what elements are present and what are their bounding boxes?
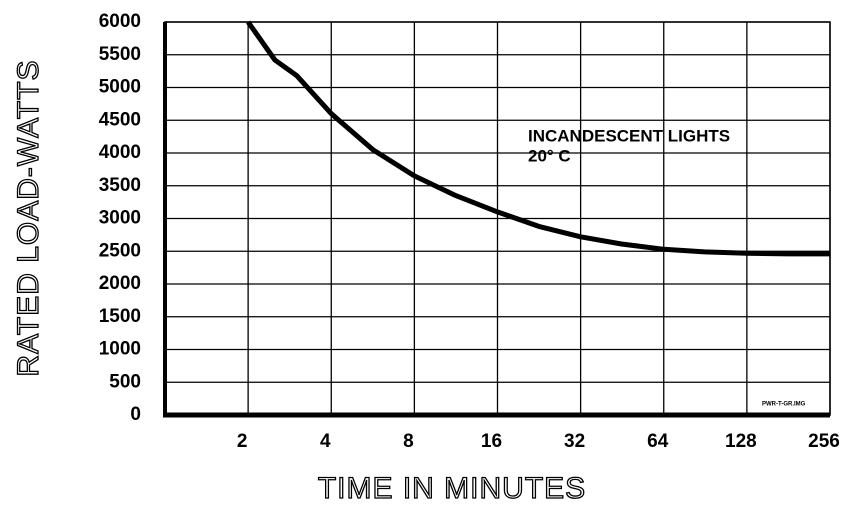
x-axis-title: TIME IN MINUTES <box>318 472 586 505</box>
x-tick-label: 4 <box>320 431 331 452</box>
y-tick-label: 2500 <box>99 240 141 261</box>
y-tick-label: 2000 <box>99 273 141 294</box>
y-tick-label: 4000 <box>99 142 141 163</box>
x-tick-label: 128 <box>725 431 757 452</box>
x-tick-label: 32 <box>564 431 585 452</box>
y-tick-label: 5000 <box>99 77 141 98</box>
y-tick-label: 5500 <box>99 44 141 65</box>
y-tick-label: 1000 <box>99 339 141 360</box>
y-axis-title: RATED LOAD-WATTS <box>12 59 45 376</box>
y-tick-label: 4500 <box>99 109 141 130</box>
y-tick-label: 1500 <box>99 306 141 327</box>
annotation: 20° C <box>528 146 571 165</box>
x-tick-label: 8 <box>403 431 414 452</box>
y-tick-label: 500 <box>109 371 141 392</box>
annotation: INCANDESCENT LIGHTS <box>528 126 730 145</box>
x-tick-label: 64 <box>647 431 669 452</box>
x-tick-label: 16 <box>481 431 502 452</box>
line <box>246 20 830 257</box>
y-tick-label: 6000 <box>99 11 141 32</box>
x-tick-label: 256 <box>808 431 840 452</box>
annotation: PWR-T-GR.IMG <box>762 402 806 408</box>
x-tick-label: 2 <box>237 431 248 452</box>
y-tick-label: 0 <box>130 404 141 425</box>
y-tick-label: 3500 <box>99 175 141 196</box>
y-tick-label: 3000 <box>99 208 141 229</box>
